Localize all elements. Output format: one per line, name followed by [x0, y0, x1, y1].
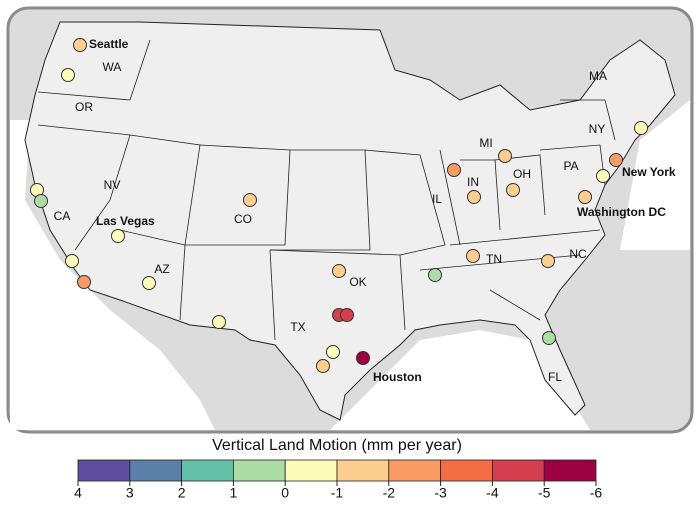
city-label: Seattle — [89, 37, 129, 51]
data-point — [541, 254, 555, 268]
state-label: IN — [467, 175, 479, 189]
state-label: WA — [103, 60, 122, 74]
data-point — [77, 275, 91, 289]
data-point — [578, 190, 592, 204]
data-point — [61, 68, 75, 82]
state-label: CA — [54, 209, 71, 223]
data-point — [212, 315, 226, 329]
colorbar-segment — [440, 459, 493, 482]
colorbar-tick-label: -3 — [434, 485, 447, 501]
colorbar-tick-label: -1 — [331, 485, 344, 501]
colorbar-tick-label: -4 — [486, 485, 499, 501]
data-point — [65, 254, 79, 268]
data-point — [467, 190, 481, 204]
colorbar-segment — [181, 459, 234, 482]
data-point — [34, 194, 48, 208]
colorbar-segment — [77, 459, 131, 482]
data-point — [73, 38, 87, 52]
colorbar-tick-label: 3 — [126, 485, 134, 501]
colorbar-segment — [491, 459, 545, 482]
data-point — [428, 268, 442, 282]
colorbar-tick-label: 0 — [281, 485, 289, 501]
data-point — [316, 359, 330, 373]
data-point — [498, 149, 512, 163]
colorbar-segment — [543, 459, 597, 482]
state-label: FL — [548, 370, 562, 384]
state-label: NY — [589, 122, 606, 136]
data-point — [326, 345, 340, 359]
state-label: CO — [234, 212, 252, 226]
data-point — [506, 183, 520, 197]
colorbar-tick-label: -2 — [383, 485, 396, 501]
city-label: Las Vegas — [96, 214, 155, 228]
data-point — [340, 308, 354, 322]
state-label: OK — [349, 275, 366, 289]
colorbar-segment — [284, 459, 338, 482]
colorbar-tick-label: -6 — [590, 485, 603, 501]
state-label: OH — [513, 167, 531, 181]
state-label: TX — [290, 320, 305, 334]
state-label: PA — [563, 159, 578, 173]
state-label: NV — [104, 178, 121, 192]
colorbar-segment — [336, 459, 390, 482]
city-label: Houston — [373, 370, 422, 384]
colorbar-tick-label: 4 — [74, 485, 82, 501]
colorbar-tick-label: 2 — [178, 485, 186, 501]
colorbar-segment — [232, 459, 286, 482]
state-label: MA — [589, 69, 607, 83]
state-label: NC — [569, 247, 587, 261]
state-label: TN — [486, 252, 502, 266]
state-borders — [37, 39, 616, 341]
city-label: New York — [622, 165, 676, 179]
us-outline — [24, 21, 676, 421]
data-point — [447, 163, 461, 177]
data-point — [111, 229, 125, 243]
data-point — [332, 264, 346, 278]
state-label: MI — [479, 136, 492, 150]
data-point — [243, 193, 257, 207]
colorbar-tick-label: -5 — [538, 485, 551, 501]
colorbar-tick-label: 1 — [230, 485, 238, 501]
ocean — [10, 100, 690, 430]
colorbar-segment — [129, 459, 183, 482]
state-label: AZ — [154, 262, 169, 276]
colorbar-segment — [388, 459, 441, 482]
state-label: OR — [75, 100, 93, 114]
data-point — [609, 153, 623, 167]
data-point — [634, 121, 648, 135]
data-point — [542, 331, 556, 345]
data-point — [356, 351, 370, 365]
data-point — [596, 169, 610, 183]
state-label: IL — [432, 192, 442, 206]
colorbar-title: Vertical Land Motion (mm per year) — [212, 437, 462, 454]
data-point — [466, 249, 480, 263]
city-label: Washington DC — [577, 205, 666, 219]
data-point — [142, 276, 156, 290]
